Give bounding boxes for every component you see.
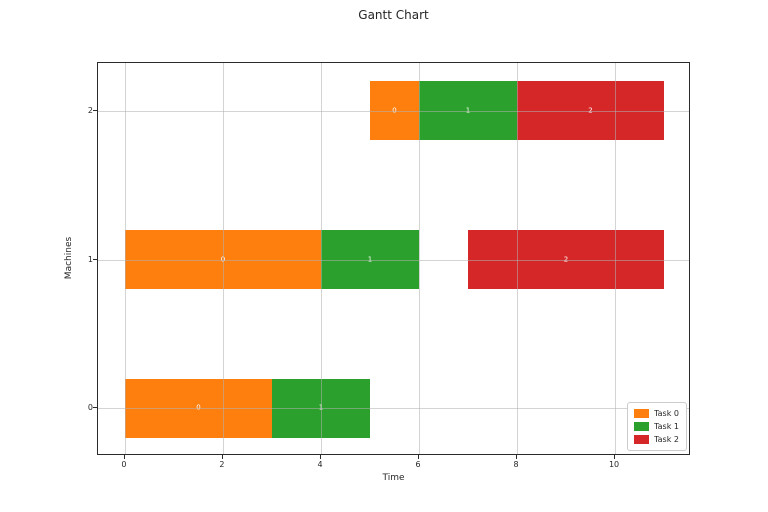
gridline-horizontal bbox=[98, 259, 689, 261]
x-tick-label: 10 bbox=[608, 460, 620, 469]
chart-title: Gantt Chart bbox=[358, 8, 429, 22]
gantt-bar-segment bbox=[468, 229, 665, 290]
x-tick-label: 8 bbox=[513, 460, 519, 469]
bar-label: 2 bbox=[588, 107, 592, 114]
x-tick-mark bbox=[319, 455, 321, 459]
y-tick-label: 1 bbox=[87, 254, 93, 264]
legend: Task 0 Task 1 Task 2 bbox=[627, 402, 687, 451]
x-tick-mark bbox=[614, 455, 616, 459]
bar-label: 1 bbox=[368, 256, 372, 263]
legend-label: Task 2 bbox=[654, 435, 679, 444]
gantt-bar-segment bbox=[124, 378, 272, 439]
y-tick-label: 0 bbox=[87, 403, 93, 413]
legend-label: Task 0 bbox=[654, 409, 679, 418]
gridline-vertical bbox=[124, 63, 126, 454]
gridline-vertical bbox=[615, 63, 617, 454]
legend-color-swatch bbox=[634, 435, 650, 444]
y-tick-mark bbox=[93, 407, 97, 409]
x-axis-label: Time bbox=[382, 473, 405, 483]
gridline-vertical bbox=[517, 63, 519, 454]
gantt-bar-segment bbox=[320, 229, 419, 290]
x-tick-label: 6 bbox=[415, 460, 421, 469]
gridline-horizontal bbox=[98, 110, 689, 112]
x-tick-mark bbox=[221, 455, 223, 459]
gridline-horizontal bbox=[98, 408, 689, 410]
bar-label: 2 bbox=[564, 256, 568, 263]
legend-item: Task 0 bbox=[634, 407, 679, 420]
y-axis-label: Machines bbox=[64, 236, 74, 280]
legend-color-swatch bbox=[634, 409, 650, 418]
x-tick-label: 2 bbox=[219, 460, 225, 469]
x-tick-label: 0 bbox=[121, 460, 127, 469]
legend-color-swatch bbox=[634, 422, 650, 431]
y-tick-label: 2 bbox=[87, 105, 93, 115]
bar-label: 0 bbox=[196, 404, 200, 412]
bar-label: 0 bbox=[392, 107, 396, 114]
bar-label: 1 bbox=[466, 107, 470, 114]
legend-item: Task 2 bbox=[634, 433, 679, 446]
y-tick-mark bbox=[93, 109, 97, 111]
legend-label: Task 1 bbox=[654, 422, 679, 431]
gridline-vertical bbox=[320, 63, 322, 454]
x-tick-mark bbox=[123, 455, 125, 459]
x-tick-mark bbox=[418, 455, 419, 459]
gridline-vertical bbox=[419, 63, 420, 454]
x-tick-label: 4 bbox=[317, 460, 323, 469]
x-tick-mark bbox=[516, 455, 518, 459]
y-tick-mark bbox=[93, 258, 97, 260]
gantt-bar-segment bbox=[271, 378, 370, 439]
legend-item: Task 1 bbox=[634, 420, 679, 433]
gridline-vertical bbox=[222, 63, 224, 454]
